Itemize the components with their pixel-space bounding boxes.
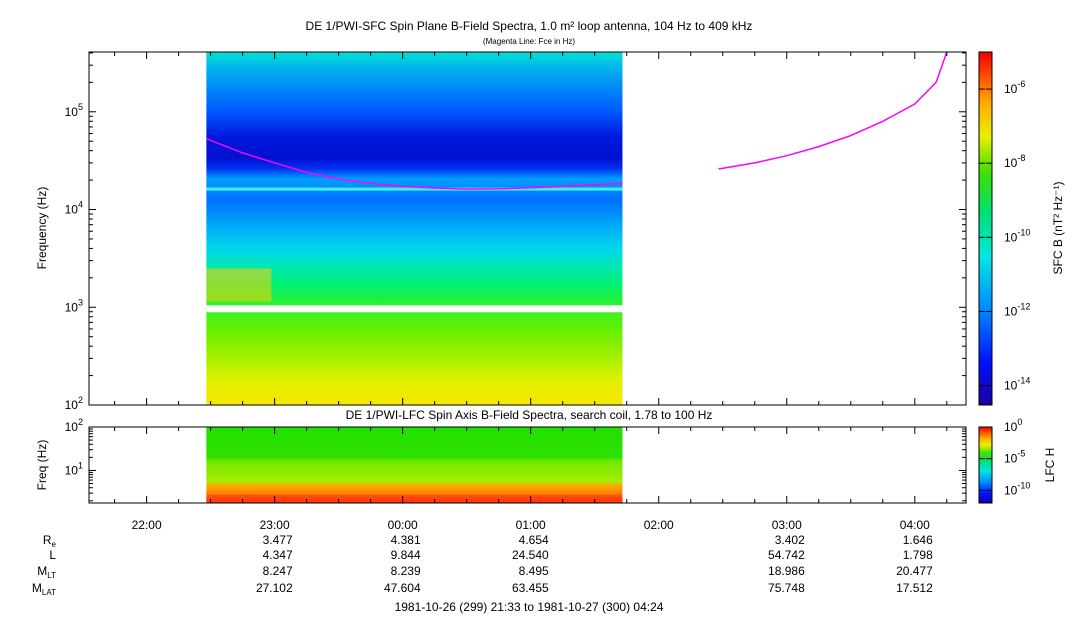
ephemeris-value: 4.347 <box>263 548 293 562</box>
ephemeris-value: 47.604 <box>384 581 421 595</box>
ephemeris-value: 4.654 <box>519 533 549 547</box>
time-tick-label: 03:00 <box>772 518 802 532</box>
colorbar-tick-label: 10-5 <box>1004 449 1025 466</box>
fce-line-segment <box>718 51 948 170</box>
sfc-colorbar <box>978 51 993 406</box>
time-tick-label: 01:00 <box>516 518 546 532</box>
lfc-spectrogram <box>206 427 623 503</box>
ephemeris-row-label: MLT <box>37 564 56 580</box>
ephemeris-row-label: L <box>49 548 56 562</box>
ephemeris-value: 8.239 <box>391 564 421 578</box>
sfc-colorbar-ticks: 10-6 10-8 10-10 10-12 10-14 <box>979 79 1030 393</box>
colorbar-tick-label: 10-10 <box>1004 480 1030 497</box>
fce-line <box>206 51 948 190</box>
sfc-spectrogram <box>206 52 623 405</box>
lfc-colorbar <box>978 426 993 504</box>
colorbar-tick-label: 100 <box>1004 417 1022 434</box>
sfc-colorbar-label: SFC B (nT² Hz⁻¹) <box>1051 182 1065 275</box>
sfc-subtitle: (Magenta Line: Fce in Hz) <box>483 37 575 46</box>
time-axis-ticks: 22:00 23:00 00:00 01:00 02:00 03:00 04:00 <box>114 52 948 532</box>
colorbar-tick-label: 10-6 <box>1004 79 1025 96</box>
ephemeris-value: 17.512 <box>896 581 933 595</box>
ephemeris-table: Re 3.477 4.381 4.654 3.402 1.646 L 4.347 9.844 24… <box>32 533 933 597</box>
sfc-cyan-band <box>206 187 623 191</box>
ephemeris-value: 9.844 <box>391 548 421 562</box>
sfc-spectrogram-block <box>206 52 623 405</box>
time-tick-label: 04:00 <box>900 518 930 532</box>
lfc-spectrogram-block <box>206 427 623 503</box>
ephemeris-value: 3.477 <box>263 533 293 547</box>
time-range-footer: 1981-10-26 (299) 21:33 to 1981-10-27 (30… <box>395 600 664 614</box>
sfc-intense-patch <box>206 268 272 302</box>
ephemeris-row-label: MLAT <box>32 581 56 597</box>
ephemeris-value: 4.381 <box>391 533 421 547</box>
time-tick-label: 00:00 <box>388 518 418 532</box>
y-tick-label: 103 <box>65 297 83 314</box>
ephemeris-value: 20.477 <box>896 564 933 578</box>
ephemeris-value: 8.495 <box>519 564 549 578</box>
sfc-title: DE 1/PWI-SFC Spin Plane B-Field Spectra,… <box>306 19 753 33</box>
lfc-y-label: Freq (Hz) <box>35 440 49 491</box>
ephemeris-value: 54.742 <box>768 548 805 562</box>
sfc-y-label: Frequency (Hz) <box>35 187 49 270</box>
y-tick-label: 101 <box>65 460 83 477</box>
colorbar-tick-label: 10-10 <box>1004 227 1030 244</box>
ephemeris-value: 75.748 <box>768 581 805 595</box>
colorbar-tick-label: 10-8 <box>1004 153 1025 170</box>
y-tick-label: 102 <box>65 417 83 434</box>
time-tick-label: 23:00 <box>260 518 290 532</box>
ephemeris-value: 27.102 <box>256 581 293 595</box>
colorbar-tick-label: 10-12 <box>1004 301 1030 318</box>
sfc-data-gap <box>206 305 623 313</box>
sfc-plot-frame <box>88 51 967 406</box>
lfc-colorbar-label: LFC H <box>1043 448 1057 483</box>
time-tick-label: 02:00 <box>644 518 674 532</box>
y-tick-label: 104 <box>65 200 83 217</box>
y-tick-label: 105 <box>65 102 83 119</box>
lfc-plot-frame <box>88 426 967 504</box>
sfc-y-axis: 102 103 104 105 <box>65 52 966 412</box>
ephemeris-row-label: Re <box>43 533 57 549</box>
ephemeris-value: 8.247 <box>263 564 293 578</box>
time-tick-label: 22:00 <box>132 518 162 532</box>
ephemeris-value: 3.402 <box>775 533 805 547</box>
lfc-colorbar-ticks: 100 10-5 10-10 <box>979 417 1030 497</box>
ephemeris-value: 24.540 <box>512 548 549 562</box>
fce-line-segment <box>206 138 623 190</box>
ephemeris-value: 18.986 <box>768 564 805 578</box>
y-tick-label: 102 <box>65 395 83 412</box>
colorbar-tick-label: 10-14 <box>1004 376 1030 393</box>
ephemeris-value: 63.455 <box>512 581 549 595</box>
ephemeris-value: 1.646 <box>903 533 933 547</box>
lfc-y-axis: 101 102 <box>65 417 966 502</box>
ephemeris-value: 1.798 <box>903 548 933 562</box>
lfc-title: DE 1/PWI-LFC Spin Axis B-Field Spectra, … <box>346 408 713 422</box>
